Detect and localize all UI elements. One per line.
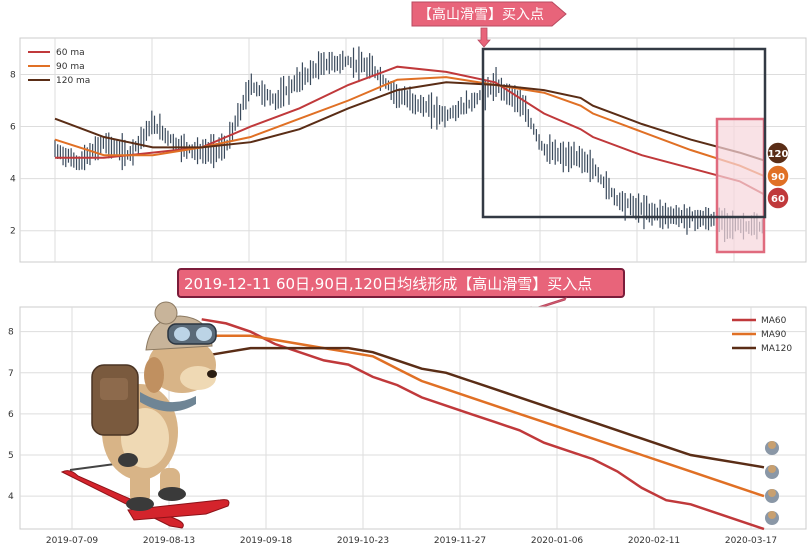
bottom-x-tick-label: 2019-09-18	[240, 536, 293, 546]
top-banner-text: 【高山滑雪】买入点	[418, 6, 544, 23]
top-legend: 60 ma 90 ma 120 ma	[28, 48, 90, 86]
top-plot-area	[19, 37, 807, 263]
bottom-x-tick-label: 2019-07-09	[46, 536, 99, 546]
bottom-x-tick-label: 2020-02-11	[628, 536, 680, 546]
legend-label-ma90: MA90	[761, 330, 787, 340]
top-y-tick-label: 4	[10, 175, 16, 185]
top-series-90-ma	[54, 76, 765, 177]
badge-60-text: 60	[771, 194, 785, 205]
top-banner: 【高山滑雪】买入点	[411, 1, 567, 48]
bottom-y-tick-label: 4	[8, 492, 14, 502]
legend-label-60: 60 ma	[56, 48, 85, 58]
bottom-y-tick-label: 8	[8, 328, 14, 338]
legend-label-ma120: MA120	[761, 344, 792, 354]
bottom-x-tick-label: 2019-10-23	[337, 536, 389, 546]
bottom-y-tick-label: 6	[8, 410, 14, 420]
badge-60	[766, 186, 790, 210]
top-grid	[20, 38, 806, 262]
bottom-x-ticks: 2019-07-09 2019-08-13 2019-09-18 2019-10-23…	[46, 536, 777, 546]
small-dog-markers	[765, 441, 779, 525]
bottom-x-tick-label: 2019-11-27	[434, 536, 486, 546]
bottom-x-tick-label: 2020-01-06	[531, 536, 584, 546]
bottom-series-MA120	[201, 346, 765, 469]
bottom-series-MA90	[201, 334, 765, 498]
bottom-ma-lines	[201, 318, 765, 531]
bottom-x-tick-label: 2019-08-13	[143, 536, 195, 546]
skiing-dog-illustration	[60, 301, 230, 529]
ma-badges: 120 90 60	[766, 141, 790, 210]
bottom-legend: MA60 MA90 MA120	[732, 316, 792, 354]
top-ma-lines	[54, 65, 765, 196]
top-series-120-ma	[54, 81, 765, 162]
top-y-tick-label: 8	[10, 70, 16, 80]
top-banner-arrow	[477, 27, 491, 48]
bottom-y-tick-label: 7	[8, 369, 14, 379]
badge-120	[766, 141, 790, 165]
bottom-x-tick-label: 2020-03-17	[725, 536, 777, 546]
bottom-series-MA60	[201, 318, 765, 531]
legend-label-ma60: MA60	[761, 316, 787, 326]
top-y-ticks: 2 4 6 8	[10, 70, 16, 236]
bottom-y-ticks: 4 5 6 7 8	[8, 328, 14, 502]
highlight-zone	[715, 117, 766, 254]
signal-frame	[481, 47, 767, 219]
legend-label-90: 90 ma	[56, 62, 85, 72]
legend-label-120: 120 ma	[56, 76, 90, 86]
top-y-tick-label: 2	[10, 227, 16, 237]
mid-banner-text: 2019-12-11 60日,90日,120日均线形成【高山滑雪】买入点	[184, 275, 592, 293]
badge-120-text: 120	[768, 149, 789, 160]
bottom-y-tick-label: 5	[8, 451, 14, 461]
top-y-tick-label: 6	[10, 123, 16, 133]
badge-90-text: 90	[771, 172, 785, 183]
mid-banner: 2019-12-11 60日,90日,120日均线形成【高山滑雪】买入点	[177, 268, 625, 316]
